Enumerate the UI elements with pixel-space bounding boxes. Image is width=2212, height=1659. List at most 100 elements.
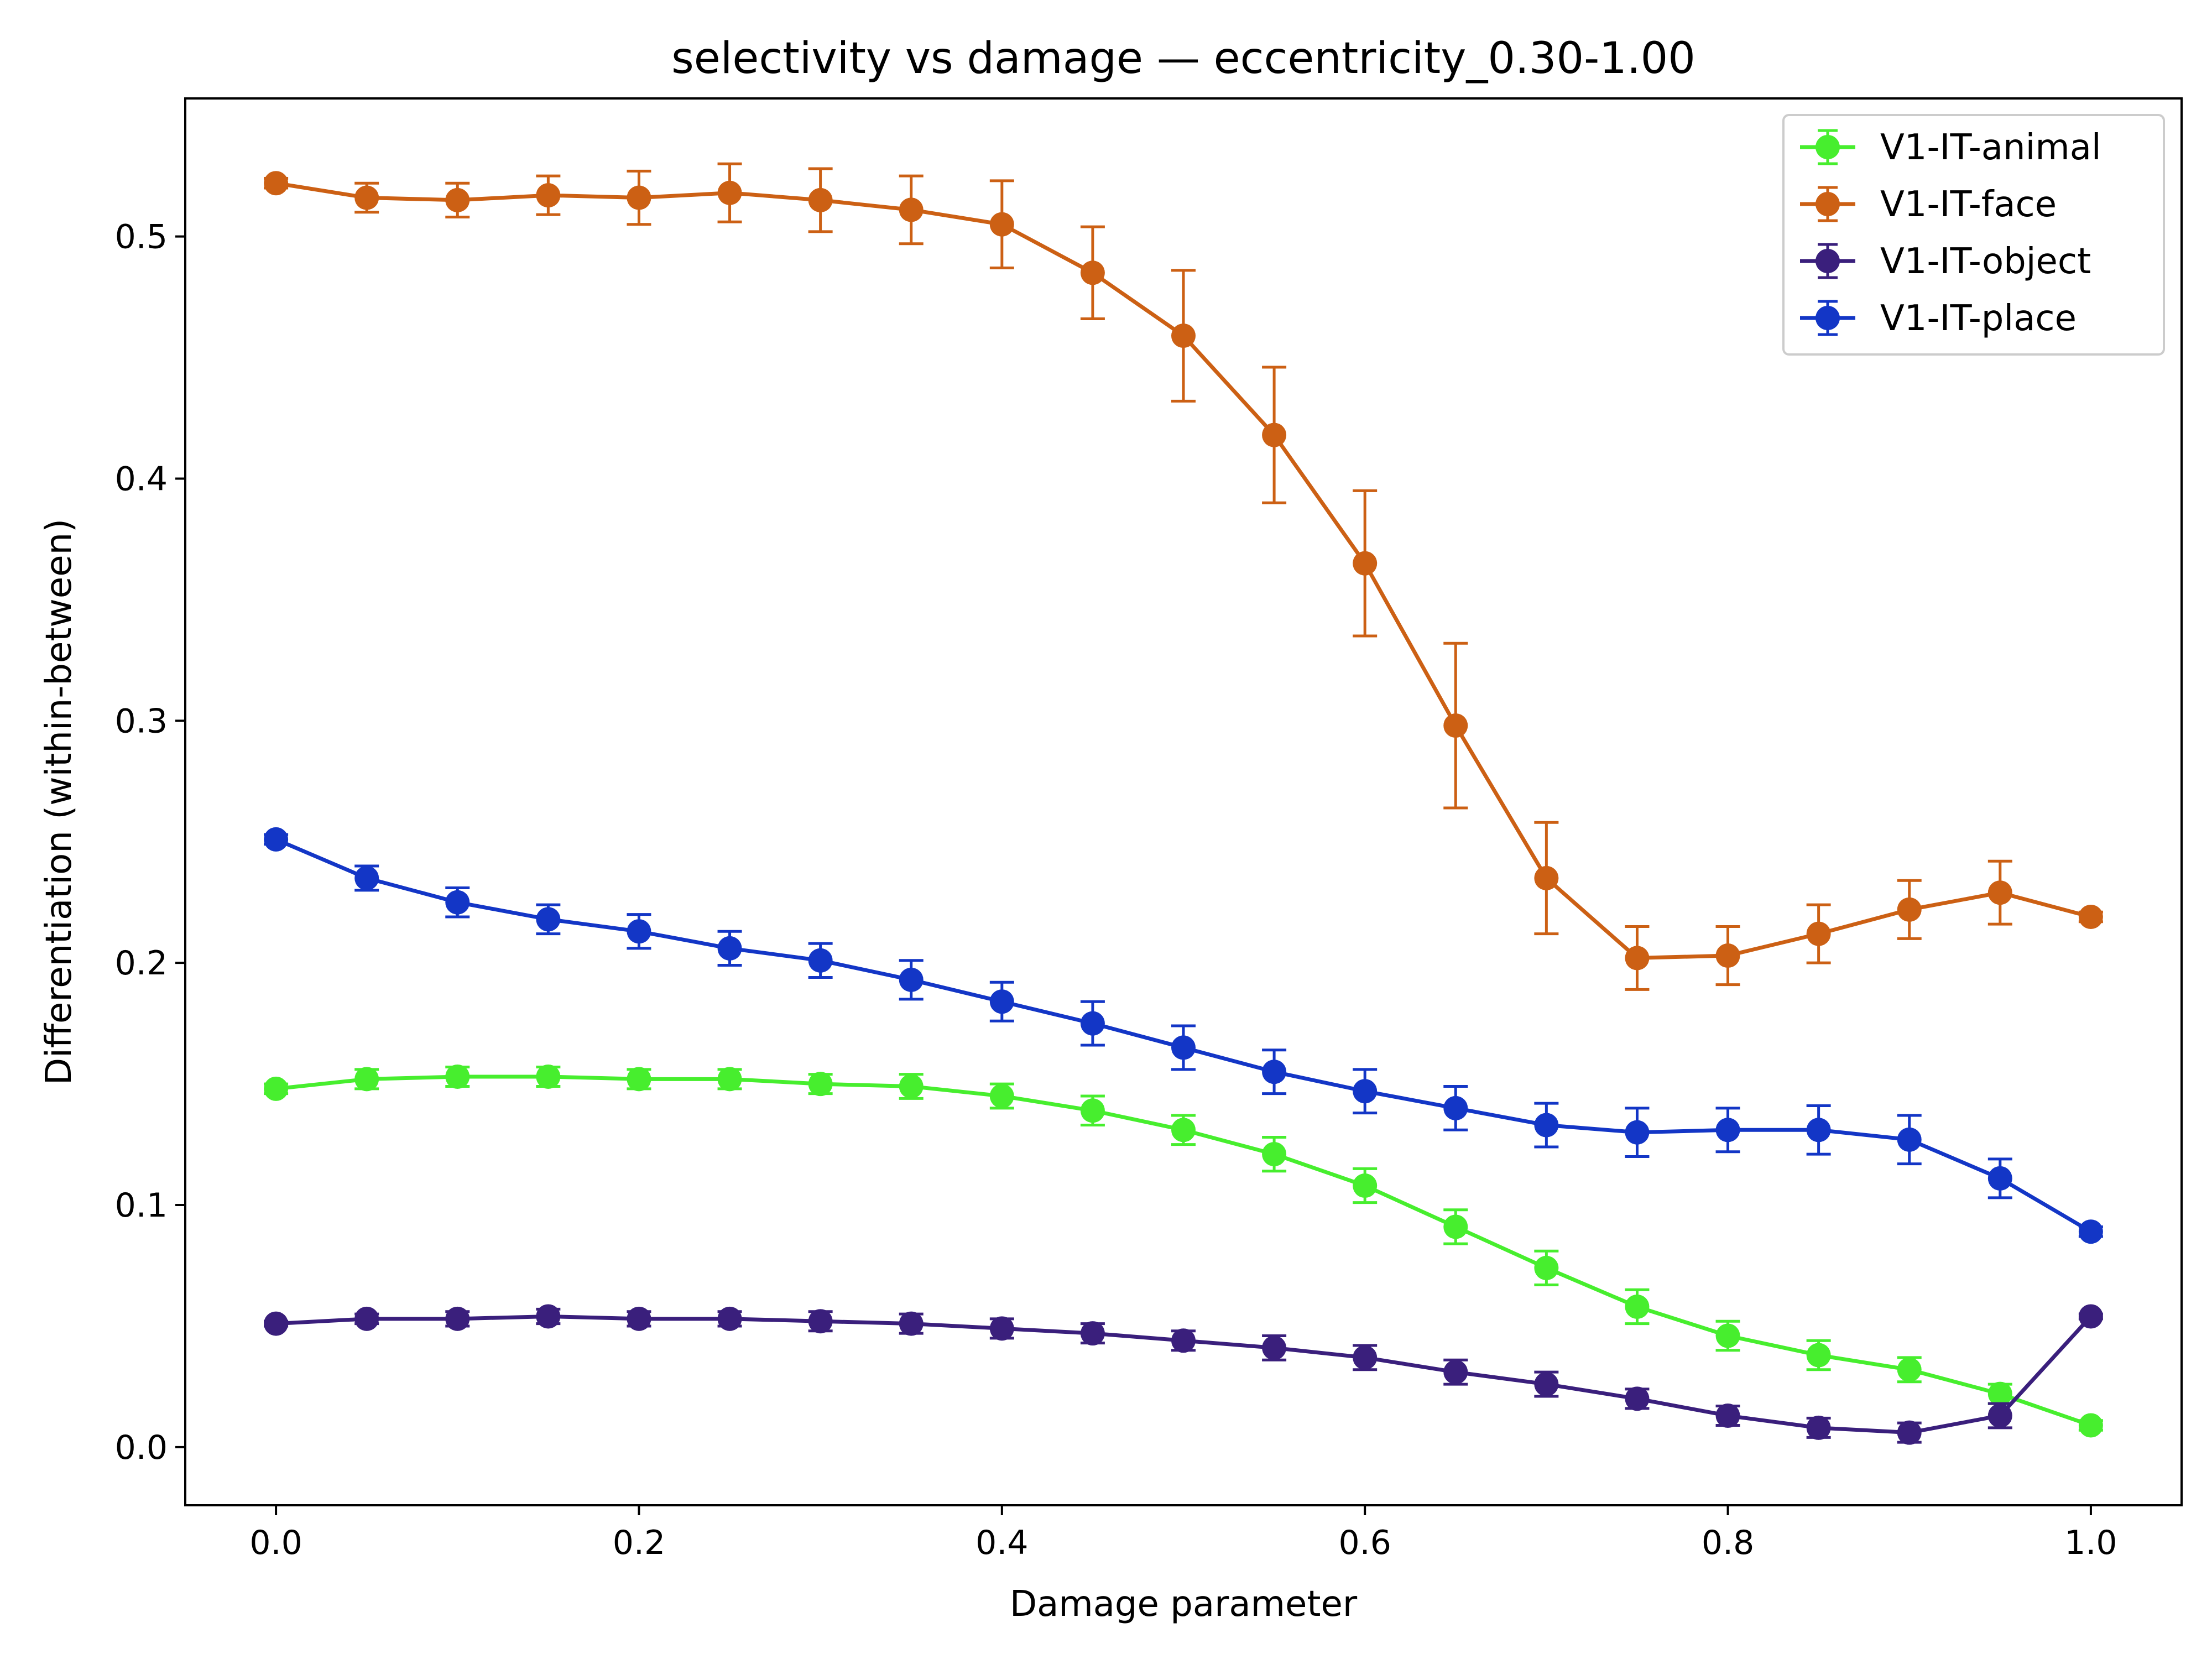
series-v1-it-place	[264, 827, 2103, 1244]
x-tick-label: 0.0	[249, 1524, 302, 1562]
data-point	[1353, 1345, 1378, 1370]
y-tick-label: 0.0	[115, 1428, 168, 1467]
legend: V1-IT-animal V1-IT-face V1-IT-object V1-IT-…	[1782, 114, 2165, 356]
data-point	[1534, 1113, 1559, 1138]
data-point	[1080, 1098, 1105, 1123]
data-point	[2078, 1304, 2103, 1329]
legend-item-v1-it-place: V1-IT-place	[1800, 298, 2077, 339]
legend-label: V1-IT-object	[1880, 241, 2091, 282]
x-axis: 0.0 0.2 0.4 0.6 0.8 1.0	[249, 1505, 2117, 1562]
data-point	[1534, 865, 1559, 890]
data-point	[445, 1306, 470, 1331]
data-point	[989, 1084, 1014, 1109]
legend-box	[1782, 114, 2165, 356]
legend-label: V1-IT-place	[1880, 298, 2077, 339]
chart-title: selectivity vs damage — eccentricity_0.3…	[671, 34, 1695, 84]
legend-swatch-marker	[1815, 249, 1840, 273]
data-point	[1897, 1357, 1922, 1382]
data-point	[1353, 551, 1378, 576]
data-point	[1171, 1118, 1196, 1142]
data-point	[1897, 1127, 1922, 1152]
data-point	[536, 1064, 561, 1089]
data-point	[1715, 1403, 1740, 1428]
data-point	[354, 865, 379, 890]
axes-frame	[184, 97, 2183, 1506]
series-v1-it-animal	[264, 1064, 2103, 1438]
x-tick-label: 0.2	[613, 1524, 665, 1562]
data-point	[1171, 324, 1196, 348]
data-point	[717, 936, 742, 961]
data-point	[354, 1067, 379, 1092]
data-point	[1443, 1360, 1468, 1385]
y-axis: 0.0 0.1 0.2 0.3 0.4 0.5	[115, 218, 185, 1467]
data-point	[899, 1074, 924, 1099]
data-point	[627, 1306, 651, 1331]
data-point	[1443, 713, 1468, 738]
data-point	[808, 948, 833, 973]
y-tick-label: 0.5	[115, 218, 168, 257]
x-tick-label: 1.0	[2064, 1524, 2117, 1562]
data-point	[1715, 943, 1740, 968]
data-point	[2078, 904, 2103, 929]
legend-item-v1-it-animal: V1-IT-animal	[1800, 127, 2101, 168]
data-point	[445, 187, 470, 212]
data-point	[536, 183, 561, 208]
data-point	[627, 919, 651, 944]
data-point	[1443, 1095, 1468, 1120]
y-tick-label: 0.2	[115, 944, 168, 983]
data-point	[1534, 1255, 1559, 1280]
data-point	[354, 1306, 379, 1331]
plot-area	[264, 162, 2103, 1445]
x-tick-label: 0.8	[1702, 1524, 1754, 1562]
data-point	[1897, 897, 1922, 922]
data-point	[627, 185, 651, 210]
data-point	[1625, 1120, 1650, 1145]
series-v1-it-object	[264, 1304, 2103, 1445]
data-point	[1987, 1166, 2012, 1191]
data-point	[989, 212, 1014, 237]
data-point	[899, 967, 924, 992]
data-point	[1080, 260, 1105, 285]
data-point	[354, 185, 379, 210]
data-point	[717, 180, 742, 205]
data-point	[1262, 1060, 1287, 1084]
data-point	[445, 1064, 470, 1089]
data-point	[264, 1311, 289, 1336]
x-tick-label: 0.4	[975, 1524, 1028, 1562]
data-point	[536, 1304, 561, 1329]
data-point	[1171, 1035, 1196, 1060]
data-point	[808, 187, 833, 212]
data-point	[1625, 1294, 1650, 1319]
data-point	[1987, 880, 2012, 905]
series-v1-it-face	[264, 162, 2103, 991]
data-point	[989, 1316, 1014, 1341]
y-tick-label: 0.3	[115, 702, 168, 740]
data-point	[1715, 1118, 1740, 1142]
legend-item-v1-it-face: V1-IT-face	[1800, 184, 2057, 225]
legend-label: V1-IT-face	[1880, 184, 2057, 225]
data-point	[1806, 1118, 1831, 1142]
x-axis-label: Damage parameter	[1010, 1584, 1358, 1625]
data-point	[899, 1311, 924, 1336]
legend-item-v1-it-object: V1-IT-object	[1800, 241, 2091, 282]
data-point	[1806, 921, 1831, 946]
data-point	[899, 197, 924, 222]
data-point	[808, 1309, 833, 1334]
data-point	[1080, 1011, 1105, 1036]
data-point	[1987, 1403, 2012, 1428]
y-tick-label: 0.1	[115, 1186, 168, 1225]
y-tick-label: 0.4	[115, 460, 168, 498]
x-tick-label: 0.6	[1338, 1524, 1391, 1562]
data-point	[1534, 1372, 1559, 1397]
data-point	[2078, 1413, 2103, 1438]
data-point	[1262, 1335, 1287, 1360]
data-point	[1715, 1323, 1740, 1348]
data-point	[536, 907, 561, 932]
data-point	[1625, 1386, 1650, 1411]
data-point	[627, 1067, 651, 1092]
data-point	[1806, 1415, 1831, 1440]
data-point	[264, 1076, 289, 1101]
legend-swatch-marker	[1815, 306, 1840, 330]
data-point	[1353, 1079, 1378, 1104]
